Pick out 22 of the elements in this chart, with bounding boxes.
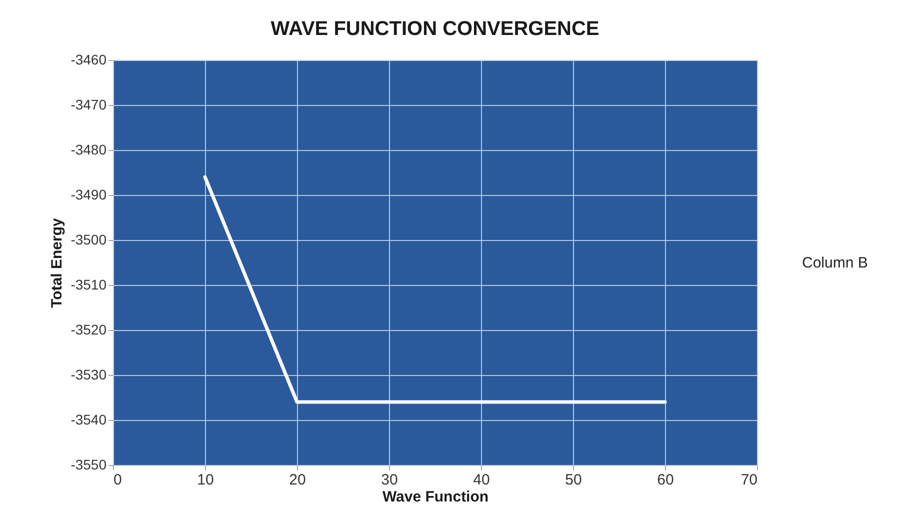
x-tick-label: 30 [381, 472, 398, 488]
x-tick-label: 70 [740, 472, 758, 488]
y-tick-label: -3470 [70, 96, 107, 112]
x-tick-label: 40 [473, 472, 490, 488]
y-tick-label: -3550 [70, 456, 107, 472]
chart-title: WAVE FUNCTION CONVERGENCE [270, 18, 600, 40]
x-tick-label: 20 [289, 472, 306, 488]
y-tick-label: -3460 [70, 52, 107, 68]
y-tick-label: -3530 [70, 366, 107, 382]
y-axis-title: Total Energy [48, 217, 66, 308]
y-tick-label: -3520 [70, 322, 107, 338]
y-tick-label: -3490 [70, 186, 107, 202]
x-axis-title: Wave Function [382, 488, 489, 506]
x-tick-label: 60 [657, 472, 674, 488]
x-tick-label: 10 [197, 472, 214, 488]
y-tick-label: -3540 [70, 412, 107, 428]
y-tick-label: -3500 [70, 232, 107, 248]
x-tick-label: 0 [114, 472, 122, 488]
text: Column B [802, 254, 868, 272]
y-tick-label: -3480 [70, 142, 107, 158]
x-tick-label: 50 [565, 472, 582, 488]
y-tick-label: -3510 [70, 276, 107, 292]
